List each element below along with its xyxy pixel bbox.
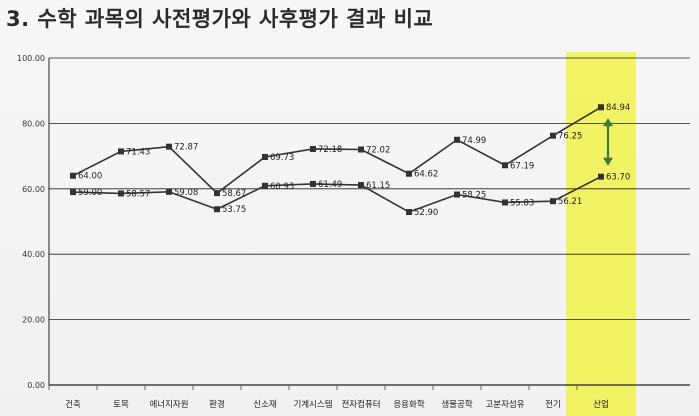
series-1-data-label: 67.19: [510, 161, 534, 171]
series-1-marker: [262, 153, 268, 160]
series-1-data-label: 64.00: [78, 172, 102, 182]
y-tick-label: 100.00: [17, 54, 45, 63]
x-tick-label: 에너지자원: [149, 399, 188, 410]
gap-arrow-head-bottom: [603, 157, 613, 166]
series-1-marker: [454, 136, 460, 143]
x-tick-label: 건축: [65, 399, 81, 410]
y-tick-label: 20.00: [22, 316, 45, 325]
series-2-marker: [358, 182, 364, 189]
x-tick-label: 산업: [593, 399, 609, 410]
series-2-marker: [502, 199, 508, 206]
y-tick-label: 80.00: [22, 119, 45, 128]
series-1-marker: [70, 172, 76, 179]
series-2-data-label: 59.00: [78, 188, 102, 198]
series-2-marker: [310, 180, 316, 187]
gap-arrow-head-top: [603, 118, 613, 127]
series-1-data-label: 76.25: [558, 132, 582, 142]
series-2-marker: [550, 198, 556, 205]
series-1-marker: [166, 143, 172, 150]
series-2-marker: [214, 206, 220, 213]
series-1-data-label: 71.43: [126, 147, 150, 157]
x-tick-label: 고분자섬유: [485, 399, 524, 410]
series-1-marker: [598, 104, 604, 111]
x-tick-label: 신소재: [253, 400, 276, 410]
x-tick-label: 전기: [545, 399, 561, 410]
series-1-marker: [358, 146, 364, 153]
highlight-band: [566, 52, 636, 416]
page-title: 3. 수학 과목의 사전평가와 사후평가 결과 비교: [6, 7, 434, 31]
series-1-marker: [406, 170, 412, 177]
series-1-data-label: 84.94: [606, 103, 630, 113]
series-2-marker: [118, 190, 124, 197]
x-tick-label: 전자컴퓨터: [341, 399, 380, 410]
x-tick-label: 응용화학: [393, 399, 424, 410]
series-1-data-label: 72.18: [318, 145, 342, 155]
series-2-data-label: 58.25: [462, 191, 486, 201]
series-1-data-label: 74.99: [462, 136, 486, 146]
series-2-data-label: 59.08: [174, 188, 198, 198]
series-2-data-label: 53.75: [222, 205, 246, 215]
series-2-marker: [166, 188, 172, 195]
series-1-marker: [310, 145, 316, 152]
series-1-marker: [550, 132, 556, 139]
y-tick-label: 40.00: [22, 250, 45, 259]
series-2-data-label: 61.15: [366, 181, 390, 191]
series-1-marker: [118, 148, 124, 155]
series-1-data-label: 64.62: [414, 170, 438, 180]
series-2-marker: [454, 191, 460, 198]
series-2-data-label: 56.21: [558, 197, 582, 207]
series-2-marker: [406, 209, 412, 216]
x-tick-label: 기계시스템: [293, 399, 332, 410]
series-line-1: [72, 106, 602, 195]
series-2-data-label: 61.49: [318, 180, 342, 190]
series-1-data-label: 72.02: [366, 145, 390, 155]
series-2-data-label: 55.83: [510, 198, 534, 208]
x-tick-label: 환경: [209, 399, 225, 410]
series-2-marker: [70, 189, 76, 196]
series-2-data-label: 60.93: [270, 182, 294, 192]
series-1-data-label: 69.73: [270, 153, 294, 163]
y-tick-label: 0.00: [27, 381, 45, 390]
x-tick-label: 토목: [113, 400, 129, 410]
series-2-marker: [262, 182, 268, 189]
series-2-data-label: 58.57: [126, 189, 150, 199]
y-tick-label: 60.00: [22, 185, 45, 194]
series-1-data-label: 72.87: [174, 143, 198, 153]
x-tick-label: 생물공학: [441, 399, 472, 410]
series-2-data-label: 52.90: [414, 208, 438, 218]
series-1-data-label: 58.67: [222, 189, 246, 199]
series-1-marker: [214, 190, 220, 197]
series-2-data-label: 63.70: [606, 173, 630, 183]
series-2-marker: [598, 173, 604, 180]
series-line-2: [72, 175, 602, 213]
series-1-marker: [502, 162, 508, 169]
